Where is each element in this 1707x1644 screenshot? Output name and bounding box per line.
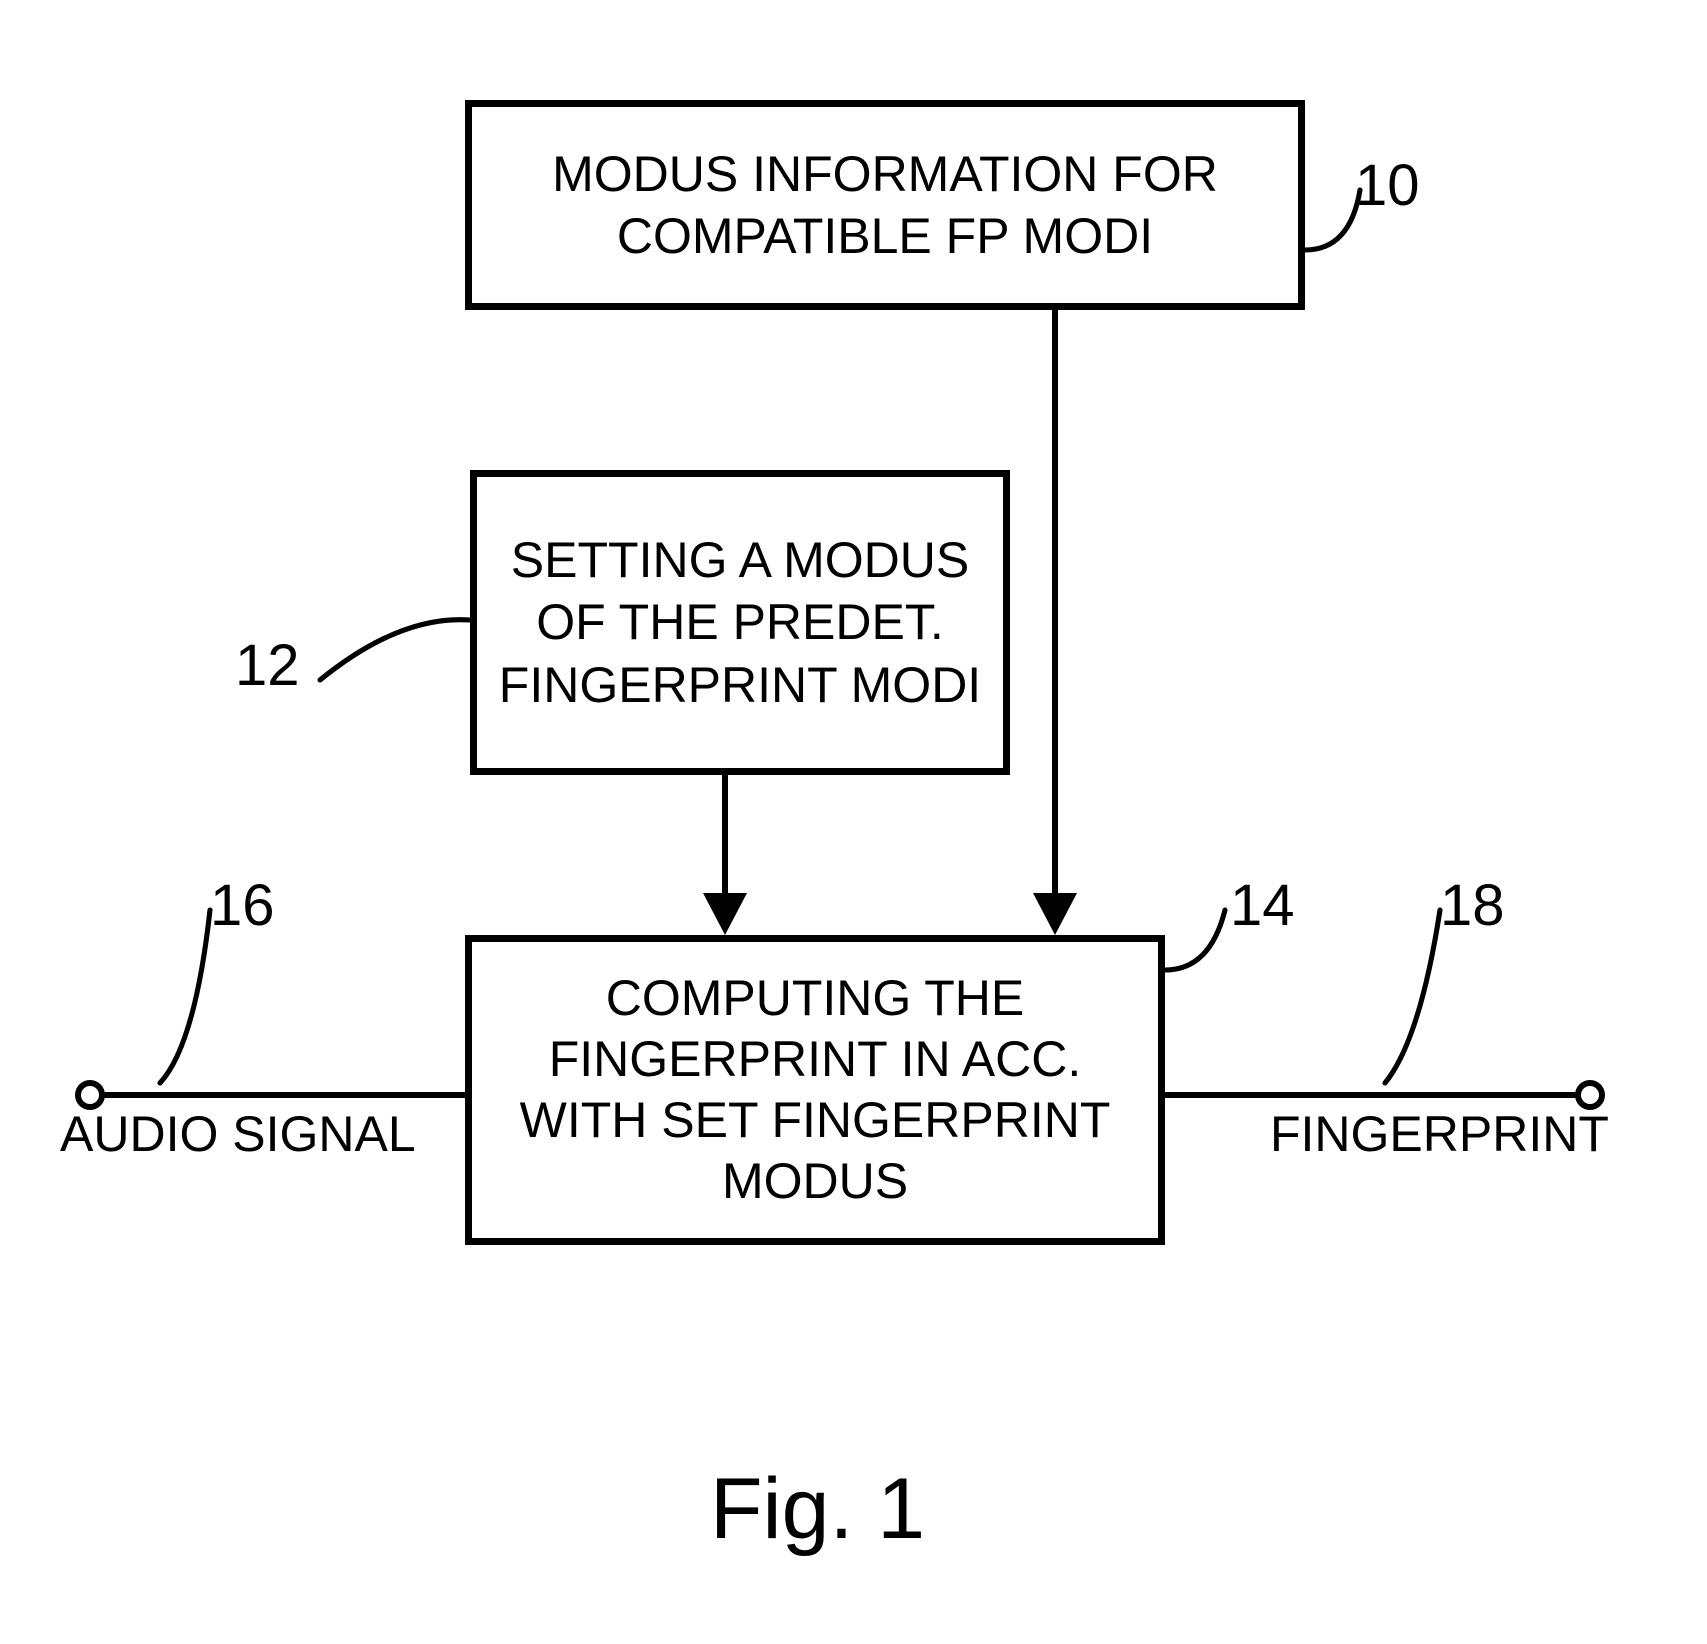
box-compute-fingerprint: COMPUTING THE FINGERPRINT IN ACC. WITH S… xyxy=(465,935,1165,1245)
box-setting-modus: SETTING A MODUS OF THE PREDET. FINGERPRI… xyxy=(470,470,1010,775)
reference-numeral-14: 14 xyxy=(1230,872,1295,939)
reference-numeral-16: 16 xyxy=(210,872,275,939)
reference-numeral-10: 10 xyxy=(1355,152,1420,219)
box-modus-information-text: MODUS INFORMATION FOR COMPATIBLE FP MODI xyxy=(490,143,1280,268)
box-modus-information: MODUS INFORMATION FOR COMPATIBLE FP MODI xyxy=(465,100,1305,310)
reference-numeral-12: 12 xyxy=(235,632,300,699)
diagram-stage: MODUS INFORMATION FOR COMPATIBLE FP MODI… xyxy=(0,0,1707,1644)
io-label-fingerprint: FINGERPRINT xyxy=(1270,1105,1609,1163)
io-label-audio-signal: AUDIO SIGNAL xyxy=(60,1105,416,1163)
reference-numeral-18: 18 xyxy=(1440,872,1505,939)
box-setting-modus-text: SETTING A MODUS OF THE PREDET. FINGERPRI… xyxy=(495,529,985,717)
box-compute-fingerprint-text: COMPUTING THE FINGERPRINT IN ACC. WITH S… xyxy=(490,968,1140,1212)
figure-caption: Fig. 1 xyxy=(710,1460,925,1559)
